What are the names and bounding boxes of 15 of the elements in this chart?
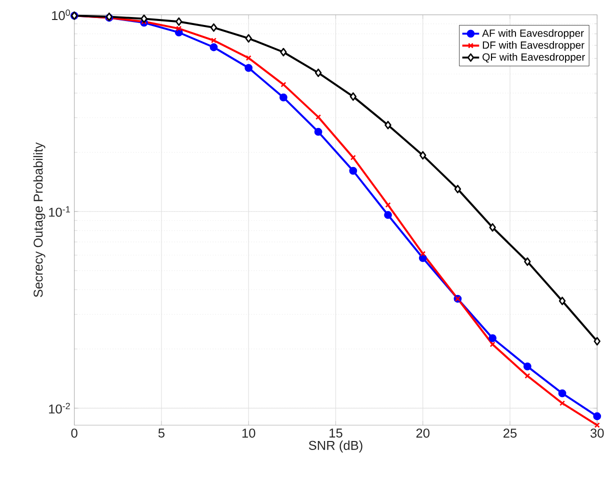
y-axis-title: Secrecy Outage Probability	[33, 142, 46, 297]
y-tick-label: 10$^{-2}$	[49, 402, 70, 414]
x-tick-label: 5	[158, 428, 164, 438]
legend-label: QF with Eavesdropper	[482, 52, 585, 63]
legend-label: DF with Eavesdropper	[482, 40, 584, 51]
y-tick-label: 10$^{-1}$	[49, 206, 70, 217]
x-tick-label: 0	[71, 428, 78, 438]
y-tick-label: 10$^{0}$	[52, 9, 70, 20]
x-tick-label: 30	[590, 428, 604, 438]
legend-label: AF with Eavesdropper	[482, 29, 584, 39]
x-tick-label: 20	[416, 428, 430, 438]
x-tick-label: 15	[330, 428, 342, 438]
x-tick-label: 10	[242, 428, 256, 438]
x-axis-title: SNR (dB)	[308, 440, 362, 452]
x-tick-label: 25	[504, 428, 517, 438]
